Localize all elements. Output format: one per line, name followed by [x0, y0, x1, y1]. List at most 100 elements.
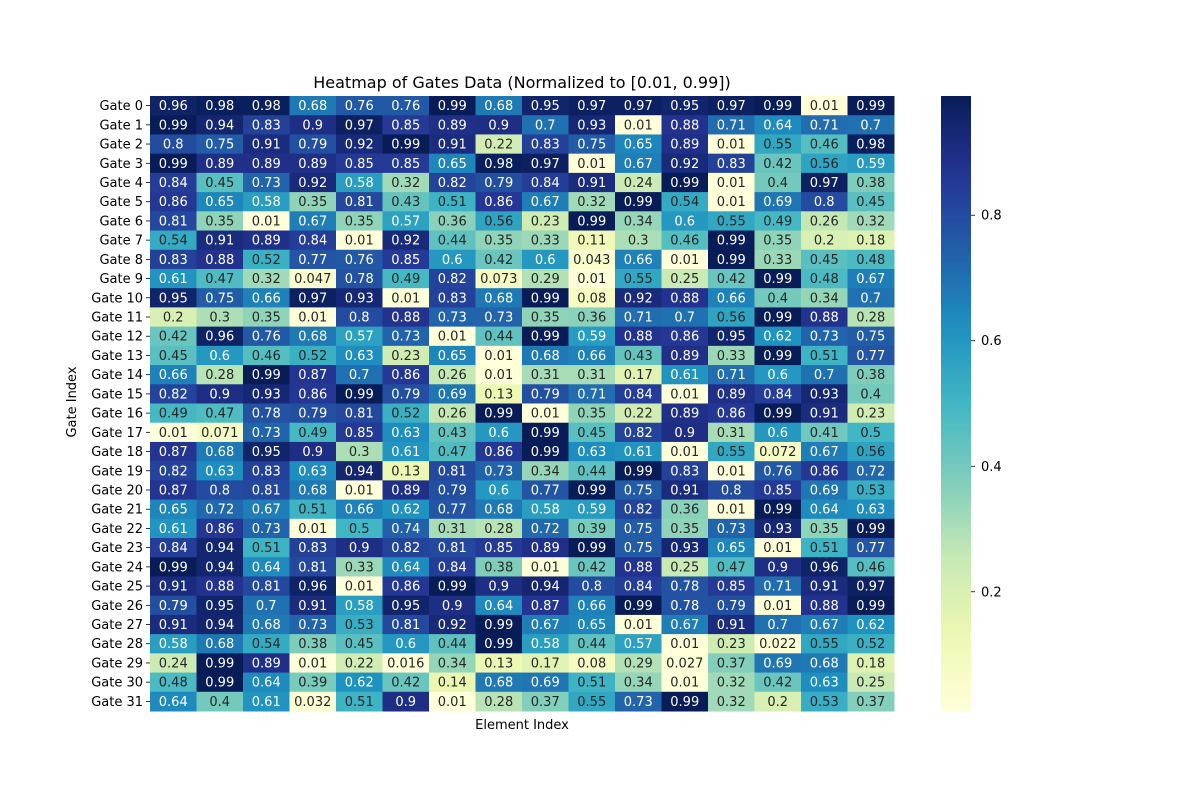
cell-value-label: 0.97: [345, 118, 374, 133]
heatmap-cell: [661, 365, 709, 385]
heatmap-cell: [429, 192, 476, 212]
cell-value-label: 0.82: [159, 464, 188, 479]
cell-value-label: 0.23: [717, 637, 746, 652]
heatmap-cell: [429, 518, 476, 539]
cell-value-label: 0.49: [763, 214, 792, 229]
heatmap-cell: [754, 518, 802, 539]
heatmap-cell: [150, 403, 197, 424]
cell-value-label: 0.85: [391, 157, 420, 172]
heatmap-cell: [708, 211, 755, 232]
heatmap-cell: [243, 653, 290, 674]
heatmap-cell: [289, 557, 337, 577]
heatmap-cell: [429, 211, 476, 232]
heatmap-cell: [289, 672, 337, 693]
heatmap-cell: [382, 653, 430, 674]
heatmap-cell: [243, 422, 290, 443]
heatmap-cell: [615, 384, 662, 404]
heatmap-cell: [150, 345, 197, 366]
heatmap-cell: [336, 557, 383, 577]
heatmap-cell: [289, 153, 337, 174]
heatmap-cell: [801, 634, 848, 654]
cell-value-label: 0.38: [856, 368, 885, 383]
cell-value-label: 0.93: [763, 522, 792, 537]
cell-value-label: 0.45: [810, 253, 839, 268]
heatmap-cell: [661, 249, 709, 270]
y-tick-label: Gate 4: [99, 176, 143, 191]
cell-value-label: 0.01: [717, 176, 746, 191]
heatmap-cell: [661, 461, 709, 481]
heatmap-cell: [475, 403, 523, 424]
cell-value-label: 0.13: [391, 464, 420, 479]
heatmap-cell: [382, 307, 430, 328]
heatmap-cell: [475, 249, 523, 270]
heatmap-cell: [150, 653, 197, 674]
heatmap-cell: [847, 461, 895, 481]
cell-value-label: 0.92: [391, 234, 420, 249]
heatmap-cell: [289, 595, 337, 616]
cell-value-label: 0.35: [205, 214, 234, 229]
cell-value-label: 0.9: [302, 445, 323, 460]
heatmap-cell: [801, 345, 848, 366]
cell-value-label: 0.8: [721, 483, 742, 498]
heatmap-cell: [475, 672, 523, 693]
cell-value-label: 0.75: [205, 138, 234, 153]
heatmap-cell: [196, 326, 244, 347]
heatmap-cell: [568, 691, 616, 712]
cell-value-label: 0.7: [814, 368, 835, 383]
heatmap-cell: [289, 249, 337, 270]
cell-value-label: 0.93: [810, 387, 839, 402]
heatmap-cell: [568, 634, 616, 654]
heatmap-cell: [196, 403, 244, 424]
heatmap-cell: [568, 153, 616, 174]
heatmap-cell: [522, 96, 569, 116]
cell-value-label: 0.71: [763, 580, 792, 595]
cell-value-label: 0.95: [159, 291, 188, 306]
heatmap-cell: [522, 653, 569, 674]
heatmap-cell: [708, 403, 755, 424]
heatmap-cell: [847, 230, 895, 251]
heatmap-cell: [568, 576, 616, 597]
heatmap-cell: [429, 422, 476, 443]
cell-value-label: 0.7: [349, 368, 370, 383]
cell-value-label: 0.88: [670, 118, 699, 133]
cell-value-label: 0.44: [484, 330, 513, 345]
cell-value-label: 0.64: [391, 560, 420, 575]
cell-value-label: 0.45: [159, 349, 188, 364]
heatmap-cell: [568, 614, 616, 635]
cell-value-label: 0.97: [624, 99, 653, 114]
heatmap-cell: [336, 422, 383, 443]
heatmap-cell: [615, 691, 662, 712]
cell-value-label: 0.88: [624, 560, 653, 575]
y-tick-label: Gate 1: [99, 118, 143, 133]
heatmap-cell: [661, 230, 709, 251]
heatmap-cell: [801, 153, 848, 174]
cell-value-label: 0.86: [205, 522, 234, 537]
heatmap-cell: [847, 326, 895, 347]
cell-value-label: 0.13: [484, 656, 513, 671]
cell-value-label: 0.35: [298, 195, 327, 210]
heatmap-cell: [336, 307, 383, 328]
cell-value-label: 0.84: [438, 560, 467, 575]
cell-value-label: 0.26: [438, 368, 467, 383]
cell-value-label: 0.26: [438, 407, 467, 422]
cell-value-label: 0.55: [810, 637, 839, 652]
cell-value-label: 0.35: [670, 522, 699, 537]
heatmap-cell: [847, 672, 895, 693]
cell-value-label: 0.71: [717, 368, 746, 383]
heatmap-cell: [801, 518, 848, 539]
cell-value-label: 0.53: [856, 483, 885, 498]
cell-value-label: 0.34: [624, 214, 653, 229]
heatmap-cell: [196, 576, 244, 597]
cell-value-label: 0.92: [298, 176, 327, 191]
cell-value-label: 0.84: [159, 541, 188, 556]
heatmap-cell: [615, 365, 662, 385]
cell-value-label: 0.8: [209, 483, 230, 498]
cell-value-label: 0.78: [670, 599, 699, 614]
heatmap-cell: [150, 691, 197, 712]
heatmap-cell: [754, 480, 802, 501]
heatmap-cell: [336, 499, 383, 520]
cell-value-label: 0.99: [856, 522, 885, 537]
heatmap-cell: [429, 403, 476, 424]
heatmap-cell: [522, 249, 569, 270]
cell-value-label: 0.69: [810, 483, 839, 498]
